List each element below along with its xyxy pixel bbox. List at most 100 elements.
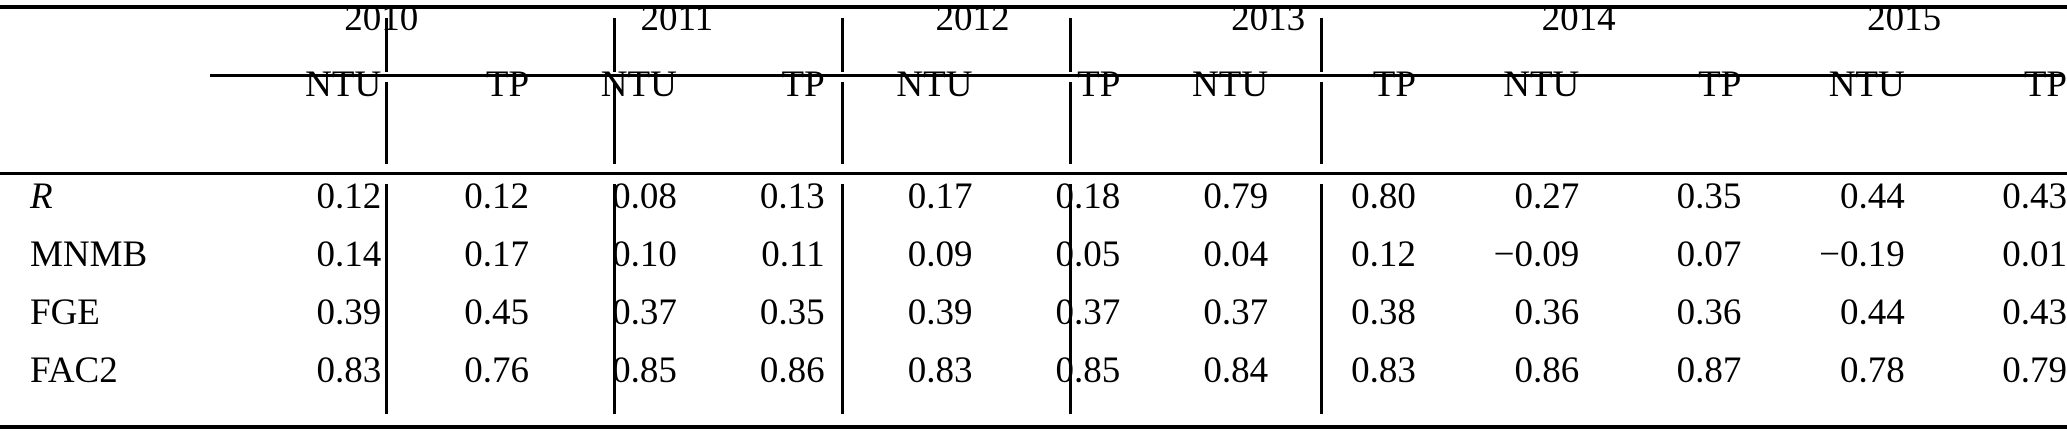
cell-fge-2010-ntu: 0.39 — [316, 292, 382, 333]
cell-fge-2012-tp: 0.37 — [1055, 292, 1121, 333]
row-label-mnmb: MNMB — [30, 234, 148, 275]
cell-r-2012-tp: 0.18 — [1055, 176, 1121, 217]
group-separator-2-body — [613, 184, 616, 414]
cell-fge-2015-tp: 0.43 — [2002, 292, 2067, 333]
cell-r-2012-ntu: 0.17 — [907, 176, 973, 217]
group-separator-3-header — [841, 18, 844, 72]
table-row: R 0.12 0.12 0.08 0.13 0.17 0.18 0.79 0.8… — [0, 178, 2067, 236]
subheader-2015-tp: TP — [2023, 64, 2067, 105]
cell-fge-2015-ntu: 0.44 — [1839, 292, 1905, 333]
subheader-2012-tp: TP — [1077, 64, 1121, 105]
cell-fac2-2012-tp: 0.85 — [1055, 350, 1121, 391]
row-label-fge: FGE — [30, 292, 100, 333]
cell-fge-2011-tp: 0.35 — [759, 292, 825, 333]
body-top-spacer — [0, 164, 2067, 178]
cell-fac2-2013-ntu: 0.84 — [1203, 350, 1269, 391]
subheader-2014-tp: TP — [1698, 64, 1742, 105]
cell-r-2014-tp: 0.35 — [1676, 176, 1742, 217]
group-separator-5-body — [1320, 184, 1323, 414]
cell-fac2-2010-ntu: 0.83 — [316, 350, 382, 391]
cell-r-2013-ntu: 0.79 — [1203, 176, 1269, 217]
group-separator-1-subheader — [385, 82, 388, 164]
cell-mnmb-2010-ntu: 0.14 — [316, 234, 382, 275]
cell-r-2014-ntu: 0.27 — [1514, 176, 1580, 217]
year-header-2014: 2014 — [1541, 0, 1616, 39]
cell-fge-2013-tp: 0.38 — [1351, 292, 1416, 333]
table-cmid-rule — [210, 74, 2063, 77]
corner-cell — [0, 0, 233, 66]
cell-mnmb-2013-ntu: 0.04 — [1203, 234, 1269, 275]
cell-r-2010-tp: 0.12 — [464, 176, 530, 217]
cell-mnmb-2011-tp: 0.11 — [761, 234, 825, 275]
subheader-2014-ntu: NTU — [1503, 64, 1580, 105]
cell-mnmb-2014-ntu: −0.09 — [1493, 234, 1580, 275]
metric-subheader-row: NTU TP NTU TP NTU TP NTU TP NTU TP NTU T… — [0, 66, 2067, 164]
group-separator-3-body — [841, 184, 844, 414]
group-separator-2-header — [613, 18, 616, 72]
group-separator-1-body — [385, 184, 388, 414]
cell-r-2011-ntu: 0.08 — [612, 176, 677, 217]
subheader-corner-cell — [0, 66, 233, 164]
cell-mnmb-2015-ntu: −0.19 — [1819, 234, 1905, 275]
subheader-2011-ntu: NTU — [600, 64, 677, 105]
cell-mnmb-2013-tp: 0.12 — [1351, 234, 1416, 275]
table-row: MNMB 0.14 0.17 0.10 0.11 0.09 0.05 0.04 … — [0, 236, 2067, 294]
group-separator-4-header — [1069, 18, 1072, 72]
cell-mnmb-2011-ntu: 0.10 — [612, 234, 677, 275]
cell-r-2010-ntu: 0.12 — [316, 176, 382, 217]
table-bottom-rule — [0, 425, 2067, 429]
cell-fge-2014-ntu: 0.36 — [1514, 292, 1580, 333]
group-separator-4-body — [1069, 184, 1072, 414]
cell-mnmb-2015-tp: 0.01 — [2002, 234, 2067, 275]
group-separator-2-subheader — [613, 82, 616, 164]
cell-r-2013-tp: 0.80 — [1351, 176, 1416, 217]
cell-fac2-2015-tp: 0.79 — [2002, 350, 2067, 391]
subheader-2013-ntu: NTU — [1192, 64, 1269, 105]
cell-mnmb-2014-tp: 0.07 — [1676, 234, 1742, 275]
year-header-row: 2010 2011 2012 2013 2014 2015 — [0, 0, 2067, 66]
cell-fac2-2015-ntu: 0.78 — [1839, 350, 1905, 391]
subheader-2010-tp: TP — [485, 64, 530, 105]
group-separator-4-subheader — [1069, 82, 1072, 164]
cell-r-2015-tp: 0.43 — [2002, 176, 2067, 217]
cell-mnmb-2012-ntu: 0.09 — [907, 234, 973, 275]
year-header-2010: 2010 — [344, 0, 419, 39]
group-separator-3-subheader — [841, 82, 844, 164]
year-header-2015: 2015 — [1867, 0, 1942, 39]
group-separator-5-header — [1320, 18, 1323, 72]
table-top-rule — [0, 5, 2067, 9]
cell-fac2-2012-ntu: 0.83 — [907, 350, 973, 391]
table-mid-rule — [0, 172, 2067, 175]
cell-fac2-2013-tp: 0.83 — [1351, 350, 1416, 391]
cell-r-2015-ntu: 0.44 — [1839, 176, 1905, 217]
group-separator-1-header — [385, 18, 388, 72]
cell-fge-2011-ntu: 0.37 — [612, 292, 677, 333]
subheader-2010-ntu: NTU — [305, 64, 382, 105]
year-header-2011: 2011 — [640, 0, 714, 39]
cell-fge-2012-ntu: 0.39 — [907, 292, 973, 333]
cell-mnmb-2010-tp: 0.17 — [464, 234, 530, 275]
cell-mnmb-2012-tp: 0.05 — [1055, 234, 1121, 275]
subheader-2012-ntu: NTU — [896, 64, 973, 105]
table-row: FGE 0.39 0.45 0.37 0.35 0.39 0.37 0.37 0… — [0, 294, 2067, 352]
group-separator-5-subheader — [1320, 82, 1323, 164]
year-header-2013: 2013 — [1231, 0, 1306, 39]
row-label-r: R — [30, 176, 53, 217]
cell-fac2-2010-tp: 0.76 — [464, 350, 530, 391]
subheader-2013-tp: TP — [1372, 64, 1416, 105]
cell-fac2-2011-ntu: 0.85 — [612, 350, 677, 391]
subheader-2011-tp: TP — [781, 64, 825, 105]
cell-fge-2014-tp: 0.36 — [1676, 292, 1742, 333]
table-grid: 2010 2011 2012 2013 2014 2015 NTU TP NTU… — [0, 0, 2067, 410]
cell-r-2011-tp: 0.13 — [759, 176, 825, 217]
year-header-2012: 2012 — [935, 0, 1010, 39]
cell-fac2-2014-ntu: 0.86 — [1514, 350, 1580, 391]
cell-fac2-2014-tp: 0.87 — [1676, 350, 1742, 391]
table-row: FAC2 0.83 0.76 0.85 0.86 0.83 0.85 0.84 … — [0, 352, 2067, 410]
subheader-2015-ntu: NTU — [1828, 64, 1905, 105]
cell-fge-2010-tp: 0.45 — [464, 292, 530, 333]
row-label-fac2: FAC2 — [30, 350, 118, 391]
cell-fge-2013-ntu: 0.37 — [1203, 292, 1269, 333]
cell-fac2-2011-tp: 0.86 — [759, 350, 825, 391]
